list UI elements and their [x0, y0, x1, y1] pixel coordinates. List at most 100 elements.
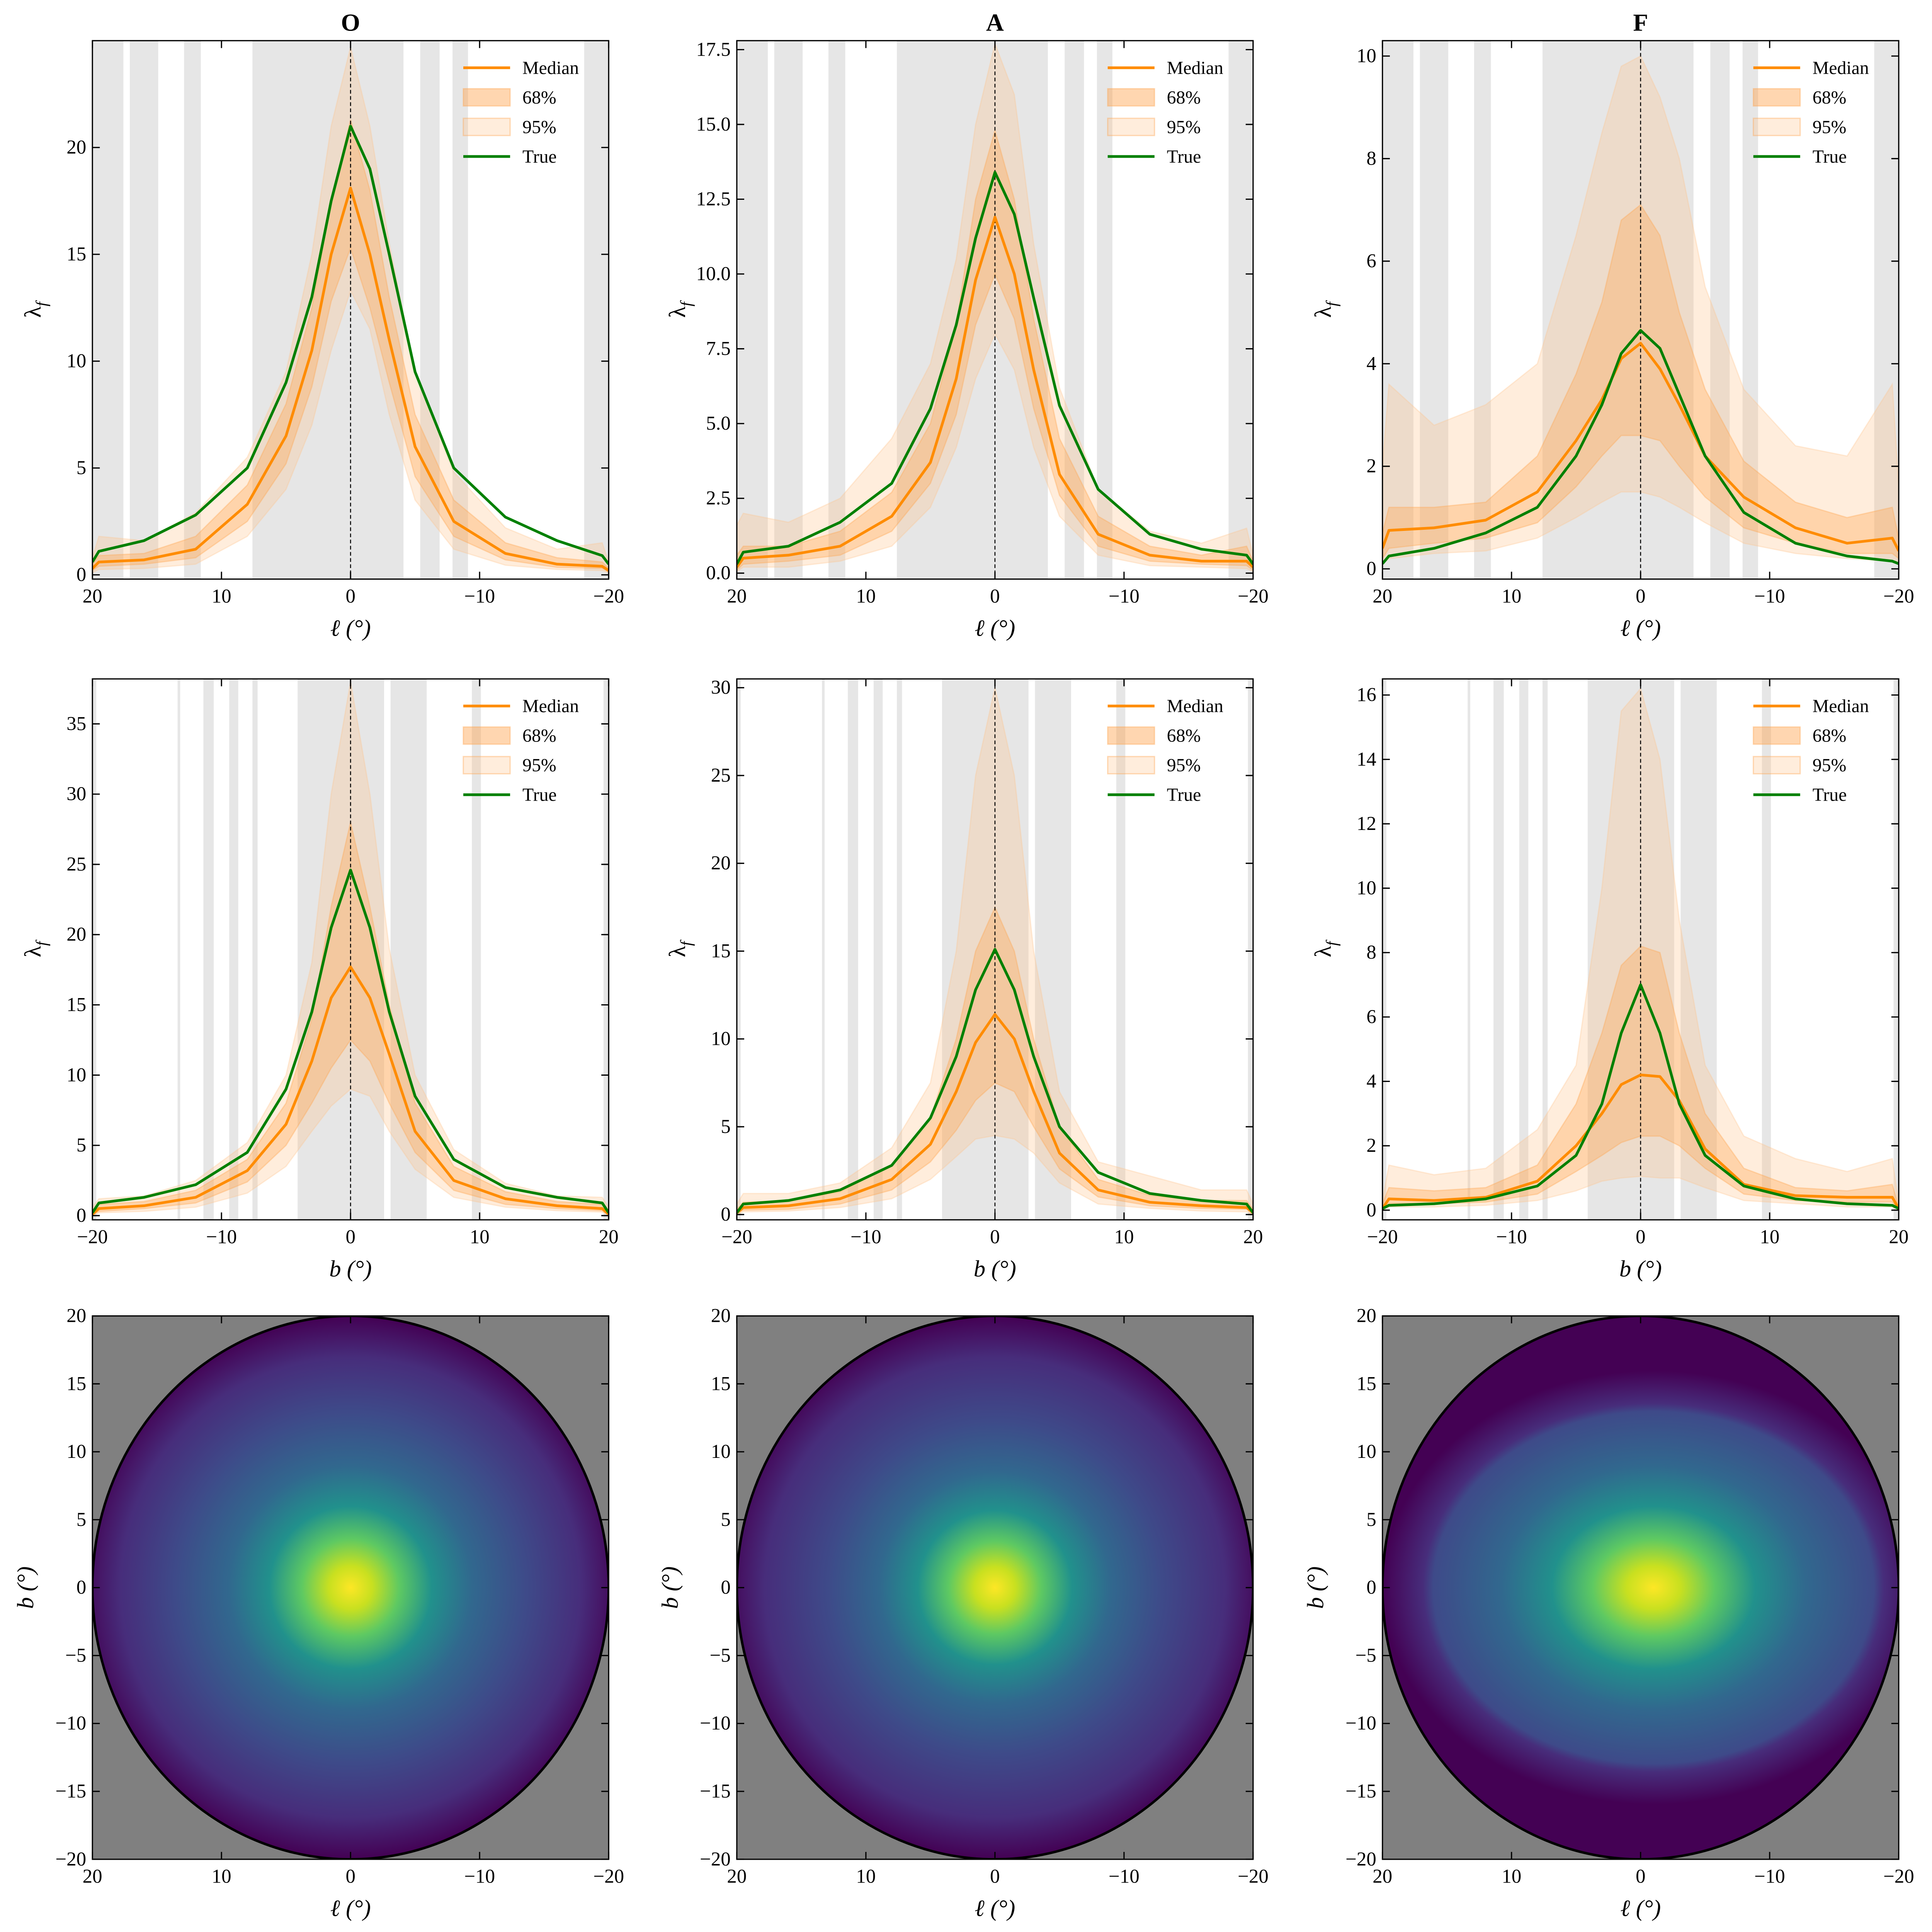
masked-band — [1382, 41, 1413, 579]
masked-band — [1420, 41, 1449, 579]
x-tick-label: 20 — [727, 585, 747, 607]
y-axis-label-subscript: f — [1323, 300, 1340, 306]
panel-profile-5: Median 68% 95% True λf −20 −10 0 10 20 0 2 4 6 8 10 12 14… — [1310, 678, 1908, 1282]
y-tick-label: 20 — [66, 924, 86, 946]
x-tick-label: 10 — [1502, 585, 1521, 607]
y-tick-label: 0 — [1366, 1577, 1376, 1599]
y-tick-label: 8 — [1366, 942, 1376, 963]
y-axis-label: λf — [1310, 300, 1340, 318]
x-tick-label: 0 — [345, 585, 355, 607]
y-tick-label: −20 — [1345, 1849, 1376, 1870]
legend-label: True — [1813, 146, 1847, 167]
x-axis-label: ℓ (°) — [975, 615, 1015, 641]
plot-area — [92, 41, 609, 579]
true-line — [736, 948, 1253, 1214]
y-tick-label: 5 — [1366, 1509, 1376, 1531]
x-tick-label: −10 — [1754, 1866, 1785, 1887]
legend-label: True — [1167, 146, 1201, 167]
y-axis-label-symbol: λ — [1310, 306, 1336, 318]
masked-band — [252, 41, 404, 579]
y-tick-label: −5 — [65, 1645, 86, 1666]
y-tick-label: 15 — [711, 940, 731, 962]
y-tick-label: 17.5 — [696, 39, 731, 60]
x-axis-label: b (°) — [329, 1256, 372, 1282]
x-tick-label: 0 — [1636, 1866, 1646, 1887]
x-tick-label: 20 — [1889, 1226, 1908, 1248]
true-line — [92, 124, 609, 565]
y-axis-label: λf — [1310, 939, 1340, 957]
median-line — [736, 216, 1253, 568]
y-tick-label: 20 — [66, 137, 86, 158]
x-tick-label: 20 — [599, 1226, 619, 1248]
y-axis-label: b (°) — [657, 1566, 683, 1609]
masked-band — [1382, 679, 1386, 1220]
legend-label: Median — [522, 58, 579, 78]
x-tick-label: 10 — [856, 1866, 876, 1887]
x-tick-label: −10 — [1496, 1226, 1527, 1248]
plot-area — [736, 1316, 1253, 1859]
y-tick-label: 5 — [77, 1509, 87, 1531]
x-tick-label: 0 — [990, 585, 1000, 607]
x-tick-label: −10 — [464, 1866, 495, 1887]
y-tick-label: 15 — [66, 243, 86, 265]
panel-profile-0: Median 68% 95% True Oλf 20 10 0 −10 −20 0 5 10 15 20 ℓ … — [20, 9, 624, 641]
y-axis-label: λf — [665, 939, 695, 957]
x-tick-label: −20 — [721, 1226, 752, 1248]
x-tick-label: 0 — [1636, 585, 1646, 607]
masked-band — [1116, 679, 1126, 1220]
x-tick-label: −10 — [464, 585, 495, 607]
legend-label: Median — [1167, 696, 1223, 716]
x-axis-label: ℓ (°) — [1620, 615, 1661, 641]
x-axis-label: ℓ (°) — [330, 1896, 371, 1922]
y-tick-label: 10.0 — [696, 263, 731, 285]
legend-label: 68% — [1813, 87, 1847, 108]
y-tick-label: 15.0 — [696, 114, 731, 135]
y-tick-label: −5 — [1355, 1645, 1376, 1666]
y-axis-label: b (°) — [1303, 1566, 1329, 1609]
masked-band — [203, 679, 214, 1220]
masked-band — [130, 41, 158, 579]
masked-band — [1542, 679, 1548, 1220]
x-tick-label: 10 — [470, 1226, 490, 1248]
y-tick-label: 0 — [77, 1577, 87, 1599]
y-axis-label: b (°) — [13, 1566, 39, 1609]
plot-area — [736, 679, 1253, 1220]
intensity-map — [736, 1316, 1253, 1859]
masked-band — [1248, 679, 1253, 1220]
legend-label: 95% — [1813, 755, 1847, 776]
legend-label: Median — [1813, 696, 1869, 716]
y-tick-label: 20 — [711, 852, 731, 874]
true-line — [92, 869, 609, 1214]
y-tick-label: 15 — [66, 1373, 86, 1395]
y-tick-label: −20 — [700, 1849, 731, 1870]
x-tick-label: −20 — [1883, 585, 1914, 607]
y-tick-label: 2 — [1366, 456, 1376, 477]
x-tick-label: −20 — [77, 1226, 108, 1248]
band-95 — [92, 682, 609, 1216]
legend-label: True — [1813, 785, 1847, 805]
plot-area — [1382, 1316, 1899, 1859]
y-tick-label: 0 — [721, 1577, 731, 1599]
masked-band — [1874, 41, 1899, 579]
y-tick-label: −10 — [1345, 1713, 1376, 1734]
masked-band — [1742, 41, 1758, 579]
x-tick-label: 10 — [1760, 1226, 1779, 1248]
y-axis-label-subscript: f — [32, 300, 50, 306]
y-tick-label: −10 — [700, 1713, 731, 1734]
y-tick-label: 10 — [66, 1441, 86, 1463]
masked-band — [1542, 41, 1694, 579]
legend-label: 95% — [522, 755, 556, 776]
masked-band — [1519, 679, 1529, 1220]
y-tick-label: 7.5 — [706, 338, 731, 360]
panel-profile-2: Median 68% 95% True Fλf 20 10 0 −10 −20 0 2 4 6 8 10 ℓ (… — [1310, 9, 1914, 641]
y-tick-label: 10 — [66, 350, 86, 372]
legend-label: Median — [1813, 58, 1869, 78]
masked-band — [848, 679, 858, 1220]
x-tick-label: −10 — [850, 1226, 881, 1248]
y-tick-label: 5 — [721, 1509, 731, 1531]
x-axis-label: b (°) — [974, 1256, 1016, 1282]
band-95 — [1382, 55, 1899, 565]
legend-swatch-68 — [463, 88, 511, 107]
legend-label: 68% — [1167, 87, 1201, 108]
